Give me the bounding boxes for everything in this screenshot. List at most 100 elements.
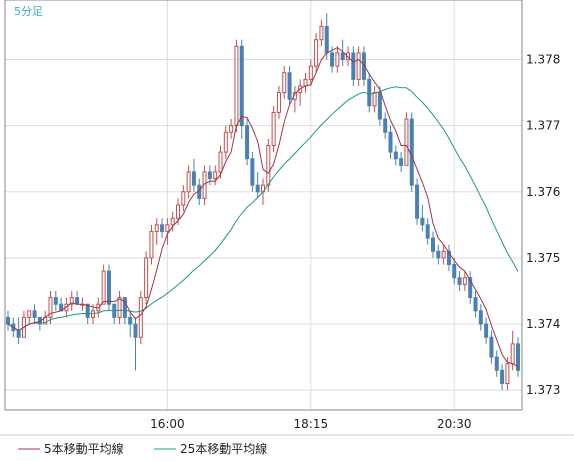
candle-body-down	[191, 171, 196, 186]
candle-body-down	[207, 171, 212, 180]
candle	[468, 271, 473, 305]
candle	[239, 39, 244, 139]
candle	[276, 85, 281, 120]
candle-body-up	[510, 343, 515, 365]
candle	[48, 290, 53, 325]
candle	[388, 125, 393, 159]
candle-body-up	[303, 78, 308, 87]
candle-body-down	[383, 118, 388, 133]
candle-body-up	[505, 363, 510, 385]
candle	[367, 72, 372, 113]
y-tick-label: 1.375	[526, 251, 560, 265]
candle-body-up	[149, 230, 154, 259]
x-tick-label: 16:00	[150, 417, 185, 431]
candle	[409, 112, 414, 192]
candle	[271, 105, 276, 153]
candle	[457, 271, 462, 291]
candle	[287, 66, 292, 106]
x-tick-label: 20:30	[437, 417, 472, 431]
legend-label: 25本移動平均線	[180, 441, 267, 456]
y-tick-label: 1.373	[526, 383, 560, 397]
candle	[218, 145, 223, 179]
grid	[5, 0, 522, 410]
candle	[191, 158, 196, 192]
candle	[377, 85, 382, 126]
candle	[372, 85, 377, 113]
candle-body-down	[133, 323, 138, 338]
candle	[101, 264, 106, 305]
candle-body-up	[223, 131, 228, 153]
candle	[245, 119, 250, 166]
candle	[356, 46, 361, 86]
candle-body-up	[314, 39, 319, 67]
candle-body-down	[6, 316, 10, 325]
candle-body-up	[27, 310, 32, 318]
candle	[361, 46, 366, 86]
candle-body-down	[245, 125, 250, 160]
ma5-line	[7, 47, 519, 367]
candle	[484, 317, 489, 344]
candle	[181, 185, 186, 212]
candle-body-down	[452, 264, 457, 279]
candle-body-up	[356, 52, 361, 80]
candle-body-down	[367, 78, 372, 107]
candle	[133, 317, 138, 371]
candle-body-down	[239, 45, 244, 127]
candle	[165, 218, 170, 245]
candle-body-down	[351, 52, 356, 80]
candle-body-up	[165, 224, 170, 232]
candle-body-down	[53, 297, 58, 305]
legend-item: 5本移動平均線	[18, 441, 124, 456]
candle	[308, 59, 313, 86]
candle	[144, 251, 149, 305]
candle	[91, 304, 95, 325]
y-tick-label: 1.374	[526, 317, 560, 331]
y-tick-label: 1.378	[526, 53, 560, 67]
candle-body-down	[75, 297, 80, 305]
candle-body-down	[324, 25, 329, 54]
candle-body-down	[468, 277, 473, 299]
candle-body-down	[287, 72, 292, 100]
candle-body-up	[282, 72, 287, 94]
legend: 5本移動平均線 25本移動平均線	[18, 441, 267, 456]
candle	[425, 218, 430, 245]
candle-body-down	[415, 184, 420, 219]
candle	[489, 330, 494, 364]
candle	[478, 304, 483, 331]
candle-body-down	[489, 336, 494, 358]
candle-body-up	[441, 250, 446, 259]
x-tick-label: 18:15	[294, 417, 329, 431]
candle-body-up	[117, 297, 122, 318]
candle	[128, 310, 133, 338]
candle-body-down	[377, 92, 382, 120]
candle-body-up	[101, 270, 106, 305]
y-tick-label: 1.376	[526, 185, 560, 199]
candle	[160, 218, 165, 239]
candle-body-down	[473, 297, 478, 312]
candle-body-up	[170, 217, 175, 226]
candle	[229, 119, 234, 139]
candle	[383, 112, 388, 139]
candle	[32, 304, 37, 325]
candle-body-down	[361, 52, 366, 80]
candle	[154, 218, 159, 245]
axis-ticks: 1.373 1.374 1.375 1.376 1.377 1.378 16:00 18:15…	[150, 53, 560, 431]
candle	[213, 165, 218, 186]
candle-body-down	[399, 158, 404, 166]
candle	[207, 165, 212, 186]
candle	[69, 290, 74, 311]
candle-body-down	[431, 237, 435, 252]
candle-body-up	[372, 92, 377, 107]
candle-body-up	[186, 171, 191, 193]
candle	[462, 271, 467, 291]
candle-body-down	[500, 369, 505, 385]
candle-body-down	[340, 52, 345, 61]
candle-body-down	[446, 250, 451, 266]
candle-body-down	[478, 310, 483, 325]
candle	[415, 178, 420, 225]
candle-body-down	[409, 118, 414, 186]
candle	[149, 224, 154, 265]
candle-body-up	[335, 52, 340, 67]
candle	[340, 39, 345, 67]
